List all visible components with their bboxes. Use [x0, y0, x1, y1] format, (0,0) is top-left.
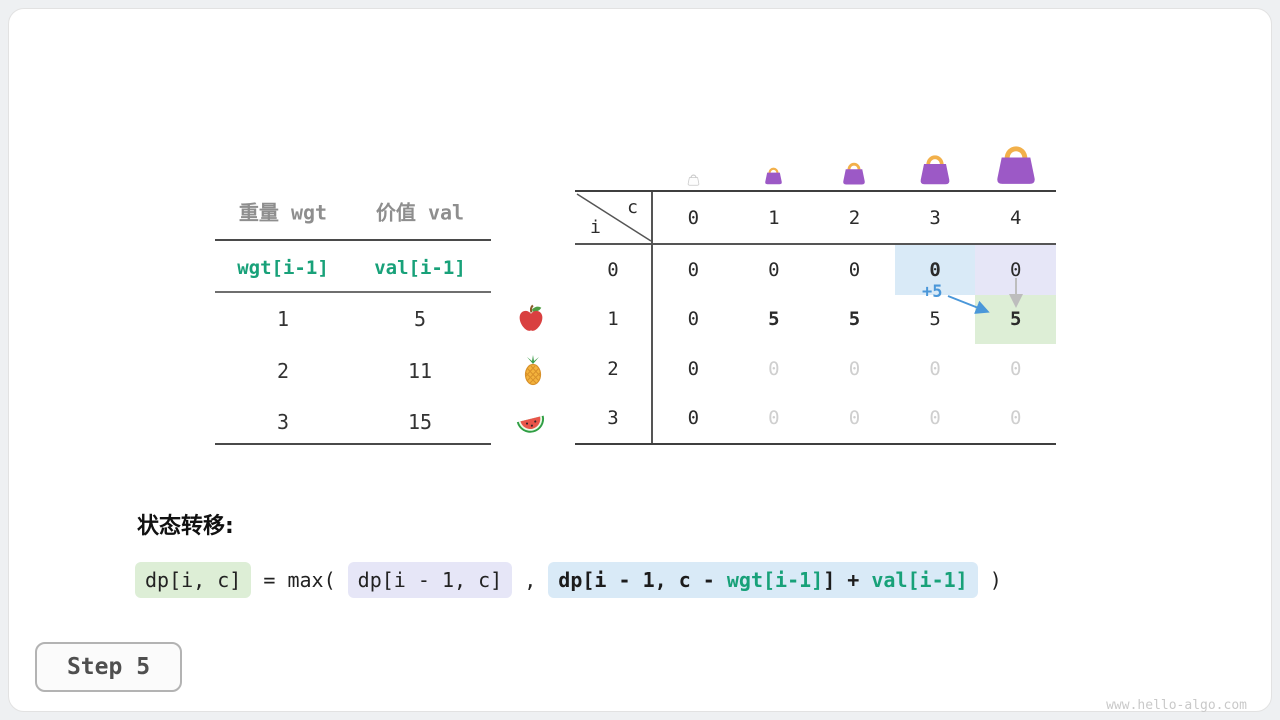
dp-cell-3-3: 0	[929, 407, 941, 430]
handbag-icon	[765, 167, 782, 185]
item-weight: 1	[276, 307, 290, 331]
dp-col-header: 4	[975, 192, 1056, 245]
items-formula-wgt: wgt[i-1]	[237, 257, 329, 279]
formula-comma: ,	[512, 568, 549, 592]
dp-row-variable: i	[590, 217, 601, 238]
item-value: 5	[413, 307, 427, 331]
plus-five-annotation: +5	[922, 282, 943, 302]
step-badge: Step 5	[35, 642, 182, 692]
formula-term1-chip: dp[i - 1, c]	[347, 562, 513, 598]
handbag-icon	[997, 146, 1035, 184]
dp-col-variable: c	[627, 197, 638, 218]
item-value: 15	[407, 410, 433, 434]
dp-cell-1-0: 0	[687, 308, 700, 331]
dp-row-label: 2	[575, 344, 653, 394]
dp-col-header: 2	[814, 192, 895, 245]
dp-col-header: 1	[733, 192, 815, 245]
items-formula-val: val[i-1]	[374, 257, 466, 279]
dp-col-header: 3	[894, 192, 976, 245]
watermark: www.hello-algo.com	[1106, 698, 1247, 713]
dp-cell-2-1: 0	[768, 357, 780, 380]
handbag-icon	[920, 155, 950, 185]
watermelon-icon	[516, 415, 545, 433]
formula-term2-chip: dp[i - 1, c - wgt[i-1]] + val[i-1]	[548, 562, 978, 598]
transition-formula: dp[i, c] = max( dp[i - 1, c] , dp[i - 1,…	[135, 562, 1002, 598]
dp-cell-3-0: 0	[687, 407, 700, 430]
formula-term2-wgt: wgt[i-1]	[726, 568, 824, 592]
apple-icon	[519, 304, 543, 331]
dp-cell-1-2: 5	[848, 308, 861, 331]
dp-row-label: 1	[575, 294, 653, 344]
diagonal-divider	[576, 193, 652, 242]
transition-label: 状态转移:	[137, 514, 234, 539]
dp-cell-0-0: 0	[687, 258, 700, 281]
dp-row-label: 3	[575, 393, 653, 443]
dp-cell-0-3: 0	[894, 245, 976, 295]
divider	[215, 291, 491, 293]
handbag-icon	[843, 162, 865, 185]
formula-term2-mid: ] +	[823, 568, 872, 592]
dp-cell-2-3: 0	[929, 357, 941, 380]
formula-term2-val: val[i-1]	[871, 568, 968, 592]
empty-bag-icon	[687, 174, 700, 186]
dp-cell-1-3: 5	[929, 308, 941, 331]
dp-cell-2-2: 0	[848, 357, 861, 380]
dp-cell-2-0: 0	[687, 357, 700, 380]
dp-row-label: 0	[575, 245, 653, 295]
pineapple-icon	[524, 355, 542, 386]
dp-cell-0-2: 0	[848, 258, 861, 281]
transition-arrows	[947, 278, 1023, 314]
formula-close-paren: )	[977, 568, 1002, 592]
blue-transfer-arrow-icon	[947, 295, 990, 314]
items-col-header-weight: 重量 wgt	[238, 200, 328, 225]
dp-cell-3-4: 0	[1009, 407, 1022, 430]
divider	[215, 443, 491, 445]
dp-cell-1-1: 5	[768, 308, 780, 331]
formula-term2-prefix: dp[i - 1, c -	[558, 568, 727, 592]
items-col-header-value: 价值 val	[375, 200, 465, 225]
item-value: 11	[407, 359, 433, 383]
formula-lhs-chip: dp[i, c]	[135, 562, 252, 598]
dp-cell-3-1: 0	[768, 407, 780, 430]
item-weight: 2	[276, 359, 290, 383]
dp-col-header: 0	[653, 192, 734, 245]
divider	[215, 239, 491, 241]
item-weight: 3	[276, 410, 290, 434]
dp-cell-2-4: 0	[1009, 357, 1022, 380]
dp-cell-0-1: 0	[768, 258, 780, 281]
formula-equals-max: = max(	[251, 568, 348, 592]
dp-corner-cell: c i	[575, 192, 653, 245]
dp-cell-3-2: 0	[848, 407, 861, 430]
